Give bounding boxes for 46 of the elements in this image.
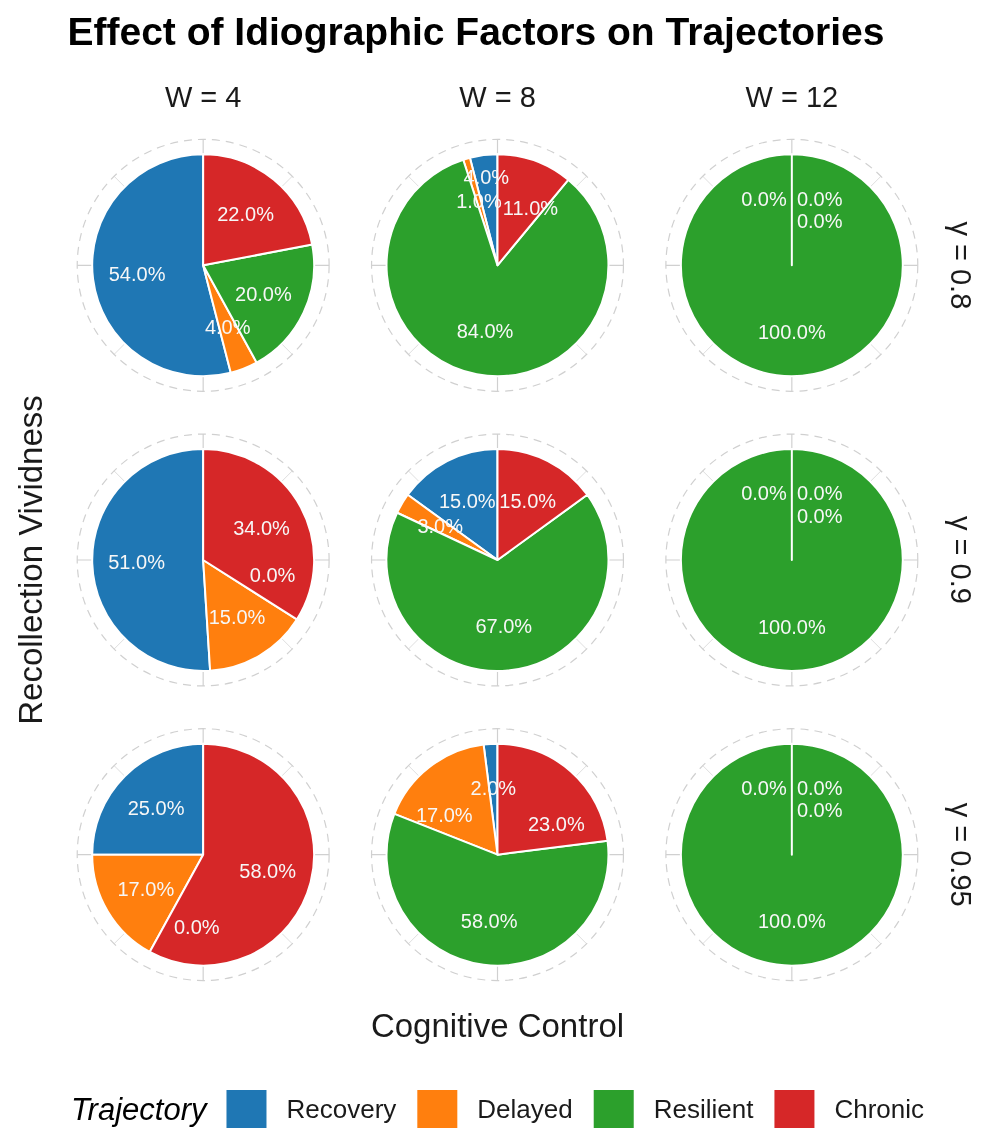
data-label: 17.0%	[117, 877, 175, 900]
text: 0.0%	[741, 187, 787, 210]
legend-label: Delayed	[477, 1094, 573, 1124]
text: γ = 0.9	[945, 516, 977, 604]
text: 0.0%	[796, 209, 843, 232]
text: 0.0%	[796, 187, 843, 210]
data-label: 100.0%	[757, 320, 826, 343]
data-label: 100.0%	[757, 615, 826, 638]
text: γ = 0.8	[945, 221, 977, 310]
data-label: 4.0%	[204, 316, 251, 339]
text: Cognitive Control	[370, 1006, 625, 1044]
data-label: 17.0%	[415, 803, 473, 826]
text: 0.0%	[796, 504, 843, 527]
data-label: 54.0%	[108, 262, 166, 285]
text: Recollection Vividness	[11, 395, 49, 725]
legend-title: Trajectory	[70, 1091, 209, 1127]
text: 0.0%	[173, 916, 220, 939]
data-label: 58.0%	[460, 909, 518, 932]
chart-title: W = 4	[164, 81, 242, 113]
data-label: 25.0%	[127, 796, 185, 819]
text: 0.0%	[796, 777, 843, 800]
data-label: 51.0%	[108, 551, 166, 574]
data-label: 67.0%	[475, 615, 533, 638]
data-label: 100.0%	[757, 910, 826, 933]
data-label: 15.0%	[208, 606, 266, 629]
data-label: 23.0%	[527, 812, 585, 835]
legend-label: Recovery	[286, 1094, 397, 1124]
text: 0.0%	[249, 563, 296, 586]
text: γ = 0.95	[945, 802, 977, 907]
data-label: 20.0%	[235, 282, 292, 305]
data-label: 84.0%	[456, 319, 514, 342]
text: 0.0%	[796, 799, 843, 822]
text: 0.0%	[796, 482, 843, 505]
data-label: 3.0%	[417, 515, 464, 538]
text: Effect of Idiographic Factors on Trajectories	[67, 9, 885, 53]
data-label: 22.0%	[217, 203, 275, 226]
data-label: 58.0%	[239, 860, 297, 883]
data-label: 34.0%	[233, 516, 291, 539]
text: 0.0%	[741, 482, 787, 505]
text: 0.0%	[741, 777, 787, 800]
legend-label: Chronic	[834, 1094, 925, 1124]
legend-label: Resilient	[653, 1094, 755, 1124]
data-label: 15.0%	[438, 489, 496, 512]
chart-title: W = 8	[459, 81, 536, 113]
chart-title: W = 12	[745, 81, 839, 113]
data-label: 15.0%	[499, 489, 557, 512]
